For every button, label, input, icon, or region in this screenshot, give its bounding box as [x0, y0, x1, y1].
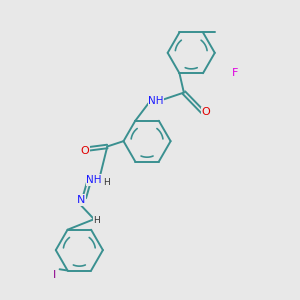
Text: N: N — [76, 195, 85, 205]
Text: I: I — [53, 270, 56, 280]
Text: H: H — [94, 216, 100, 225]
Text: F: F — [232, 68, 239, 78]
Text: O: O — [202, 107, 210, 117]
Text: NH: NH — [86, 175, 102, 185]
Text: H: H — [103, 178, 110, 188]
Text: NH: NH — [148, 95, 164, 106]
Text: O: O — [81, 146, 90, 156]
